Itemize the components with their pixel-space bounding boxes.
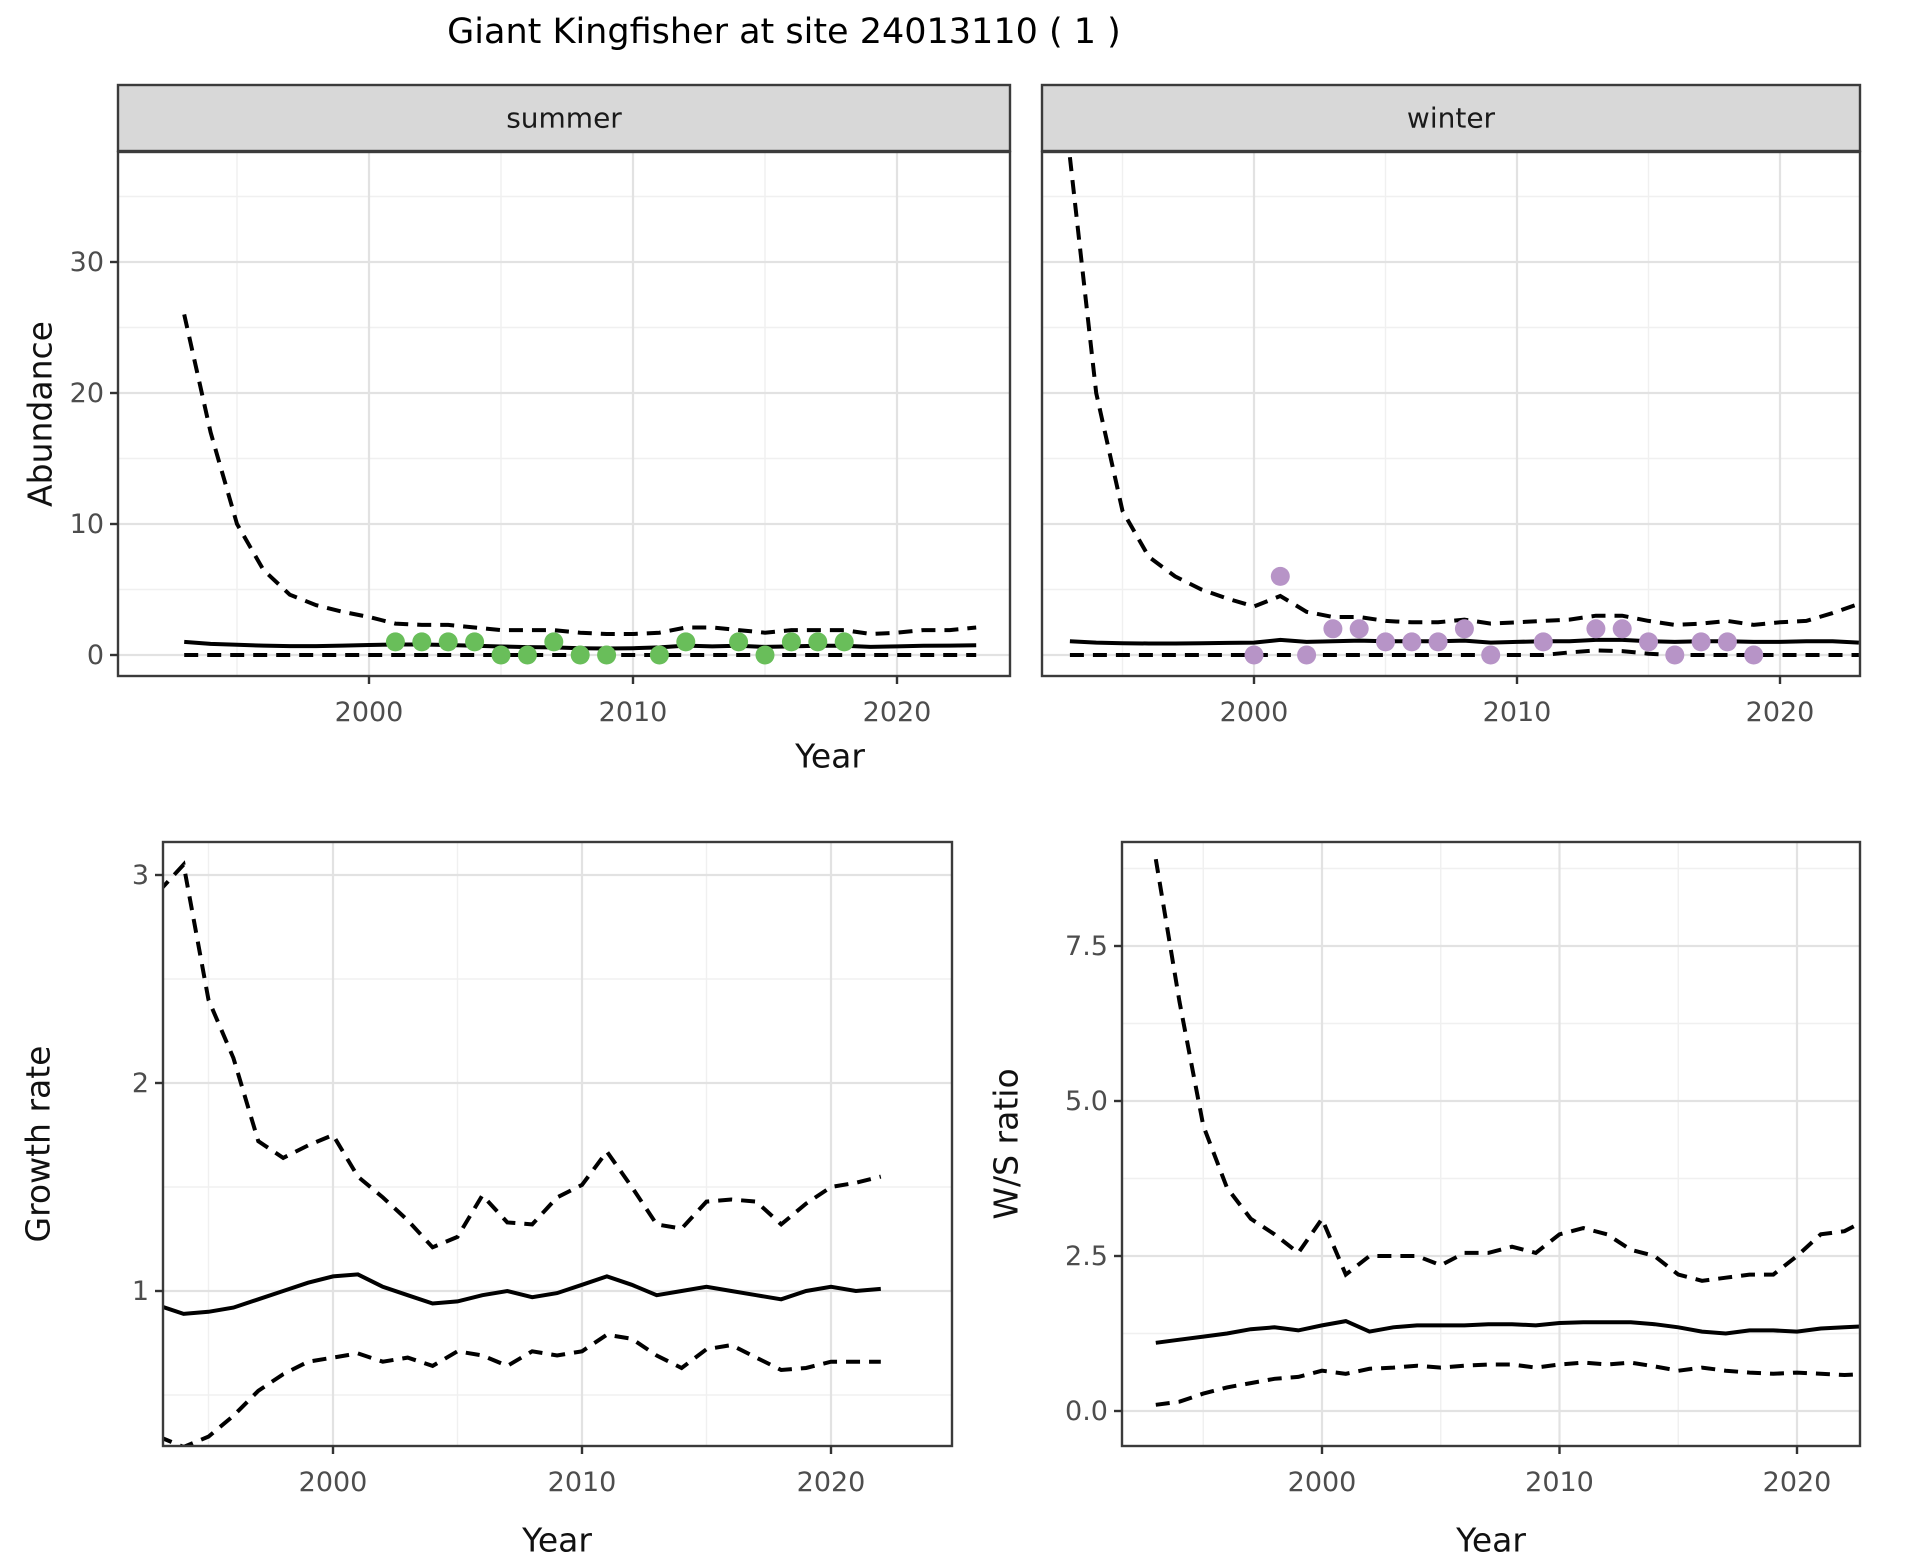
x-tick-label: 2000 [1288, 1467, 1357, 1498]
data-point [385, 632, 405, 652]
data-point [1270, 566, 1290, 586]
panel-bg [1042, 152, 1860, 676]
y-tick-label: 20 [70, 378, 104, 409]
y-tick-label: 0.0 [1065, 1396, 1108, 1427]
year-axis-title-top: Year [795, 736, 865, 776]
y-tick-label: 1 [132, 1276, 149, 1307]
growth-rate-axis-title: Growth rate [18, 1045, 58, 1243]
data-point [465, 632, 485, 652]
data-point [491, 645, 511, 665]
x-tick-label: 2020 [1746, 697, 1815, 728]
data-point [1717, 632, 1737, 652]
x-tick-label: 2010 [1483, 697, 1552, 728]
data-point [1428, 632, 1448, 652]
ci-lower-line [1155, 1360, 1860, 1407]
data-point [517, 645, 537, 665]
ci-lower-line [163, 1332, 881, 1446]
data-point [1586, 619, 1606, 639]
x-tick-label: 2010 [599, 697, 668, 728]
data-point [1744, 645, 1764, 665]
data-point [1297, 645, 1317, 665]
panel-ws-ratio: 2000 2010 2020 0.0 2.5 5.0 7.5 [1065, 840, 1862, 1498]
data-point [1665, 645, 1685, 665]
x-tick-label: 2000 [1220, 697, 1289, 728]
y-tick-label: 5.0 [1065, 1086, 1108, 1117]
data-point [1402, 632, 1422, 652]
data-point [1612, 619, 1632, 639]
data-point [755, 645, 775, 665]
chart-title: Giant Kingfisher at site 24013110 ( 1 ) [447, 12, 1121, 52]
panel-border [161, 840, 954, 1448]
mean-line [163, 1272, 881, 1316]
ci-upper-line [1153, 858, 1860, 1283]
panel-abundance-winter: 2000 2010 2020 [1040, 150, 1862, 728]
data-point [781, 632, 801, 652]
data-point [834, 632, 854, 652]
data-point [544, 632, 564, 652]
x-tick-label: 2020 [863, 697, 932, 728]
ci-lower-line [1069, 648, 1859, 657]
facet-strip-winter [1040, 83, 1862, 153]
abundance-axis-title: Abundance [20, 321, 60, 507]
panel-bg [118, 152, 1010, 676]
data-point [1349, 619, 1369, 639]
data-point [1691, 632, 1711, 652]
y-tick-label: 2.5 [1065, 1241, 1108, 1272]
data-point [1481, 645, 1501, 665]
panel-border [1040, 150, 1862, 678]
y-tick-label: 30 [70, 247, 104, 278]
y-tick-label: 0 [87, 640, 104, 671]
data-point [1244, 645, 1264, 665]
data-point [1323, 619, 1343, 639]
x-tick-label: 2000 [299, 1467, 368, 1498]
x-tick-label: 2020 [797, 1467, 866, 1498]
year-axis-title-bottom-left: Year [522, 1520, 592, 1560]
x-tick-label: 2020 [1763, 1467, 1832, 1498]
facet-strip-summer [116, 83, 1012, 153]
data-point [438, 632, 458, 652]
data-point [1376, 632, 1395, 652]
ws-ratio-axis-title: W/S ratio [986, 1068, 1026, 1220]
ci-upper-line [163, 860, 882, 1250]
x-tick-label: 2010 [548, 1467, 617, 1498]
y-tick-label: 2 [132, 1068, 149, 1099]
ci-upper-line [182, 313, 977, 637]
mean-line [1155, 1319, 1860, 1345]
y-tick-label: 3 [132, 860, 149, 891]
data-point [729, 632, 749, 652]
data-point [649, 645, 669, 665]
x-tick-label: 2000 [335, 697, 404, 728]
data-point [808, 632, 828, 652]
panel-abundance-summer: 2000 2010 2020 0 10 20 30 [70, 150, 1012, 728]
y-tick-label: 10 [70, 509, 104, 540]
data-point [1454, 619, 1474, 639]
data-point [597, 645, 617, 665]
facet-strip-label-summer: summer [506, 101, 622, 135]
data-point [412, 632, 432, 652]
data-point [570, 645, 590, 665]
facet-strip-label-winter: winter [1406, 101, 1496, 135]
x-tick-label: 2010 [1525, 1467, 1594, 1498]
year-axis-title-bottom-right: Year [1456, 1520, 1526, 1560]
data-point [1639, 632, 1658, 652]
panel-bg [163, 842, 952, 1446]
data-point [676, 632, 696, 652]
panel-border [116, 150, 1012, 678]
y-tick-label: 7.5 [1065, 931, 1108, 962]
panel-bg [1122, 842, 1860, 1446]
data-point [1533, 632, 1553, 652]
panel-border [1120, 840, 1862, 1448]
panel-growth-rate: 2000 2010 2020 1 2 3 [132, 840, 954, 1498]
